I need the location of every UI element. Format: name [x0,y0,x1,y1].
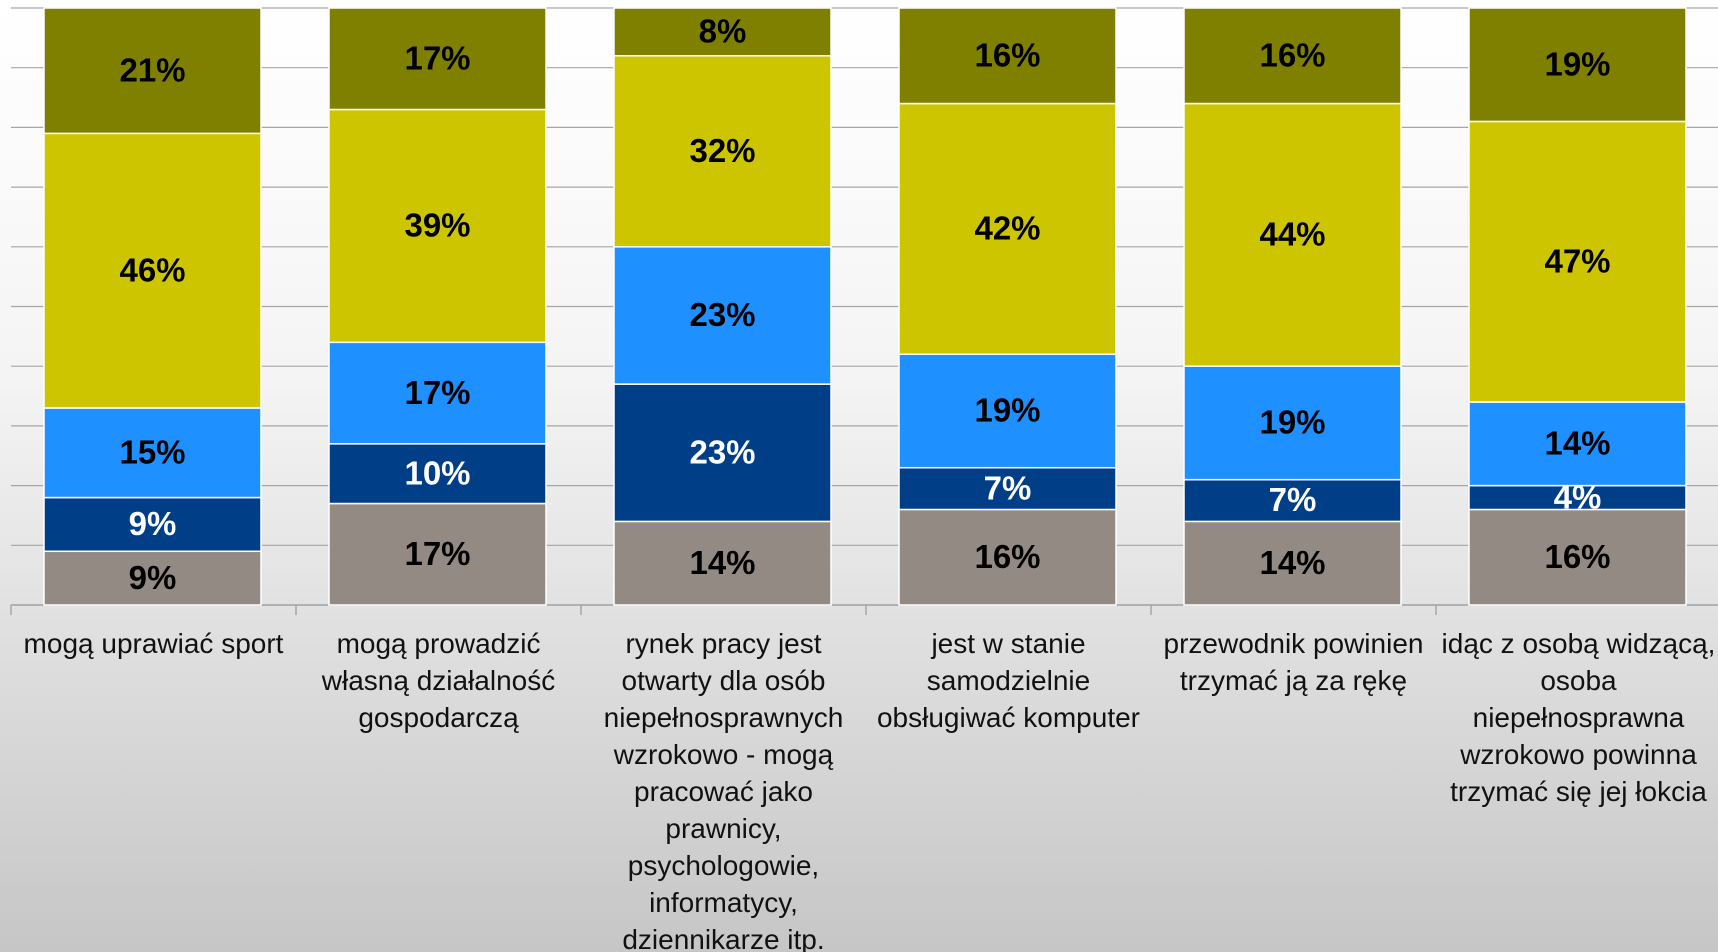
value-label: 15% [119,433,185,470]
x-tick-label: idąc z osobą widzącą, osoba niepełnospra… [1441,628,1716,807]
bar-segment [328,502,547,606]
value-label: 16% [1259,36,1325,73]
bar-segment [613,520,832,606]
value-label: 16% [974,36,1040,73]
bar-segment [613,7,832,57]
value-label: 14% [689,544,755,581]
bar-segment [328,108,547,344]
x-tick-label: przewodnik powinien trzymać ją za rękę [1163,628,1424,696]
value-label: 17% [404,39,470,76]
bar-segment [43,7,262,135]
value-label: 17% [404,374,470,411]
x-tick-label: rynek pracy jest otwarty dla osób niepeł… [603,628,844,952]
bar-segment [898,102,1117,356]
bar-segment [328,7,547,111]
value-label: 23% [689,433,755,470]
bar-segment [613,246,832,385]
value-label: 23% [689,296,755,333]
value-label: 14% [1259,544,1325,581]
bar-segment [1183,478,1402,523]
value-label: 47% [1544,242,1610,279]
value-label: 39% [404,207,470,244]
bar-segment [898,353,1117,469]
value-label: 21% [119,51,185,88]
bar-segment [1183,365,1402,481]
x-tick-label: jest w stanie samodzielnie obsługiwać ko… [876,628,1141,733]
value-label: 7% [984,469,1032,506]
bar-segment [1183,7,1402,105]
value-label: 44% [1259,216,1325,253]
value-label: 19% [1544,45,1610,82]
bar-segment [613,55,832,248]
bar-segment [43,132,262,409]
value-label: 32% [689,132,755,169]
value-label: 46% [119,251,185,288]
bar-segment [328,341,547,445]
bar-segment [1468,7,1687,123]
bar-segment [1468,401,1687,487]
value-label: 9% [129,559,177,596]
bar-segment [613,383,832,523]
value-label: 9% [129,505,177,542]
x-tick-label: mogą prowadzić własną działalność gospod… [321,628,556,733]
value-label: 10% [404,454,470,491]
value-label: 16% [974,538,1040,575]
bar-segment [43,496,262,553]
value-label: 19% [1259,404,1325,441]
value-label: 17% [404,535,470,572]
value-label: 14% [1544,425,1610,462]
bar-segment [1183,102,1402,367]
bar-segment [328,443,547,505]
value-label: 8% [699,13,747,50]
value-label: 16% [1544,538,1610,575]
value-label: 19% [974,392,1040,429]
value-label: 42% [974,210,1040,247]
bar-segment [898,508,1117,606]
x-tick-label: mogą uprawiać sport [23,628,284,659]
bar-segment [898,7,1117,105]
bar-segment [898,466,1117,511]
value-label: 7% [1269,481,1317,518]
